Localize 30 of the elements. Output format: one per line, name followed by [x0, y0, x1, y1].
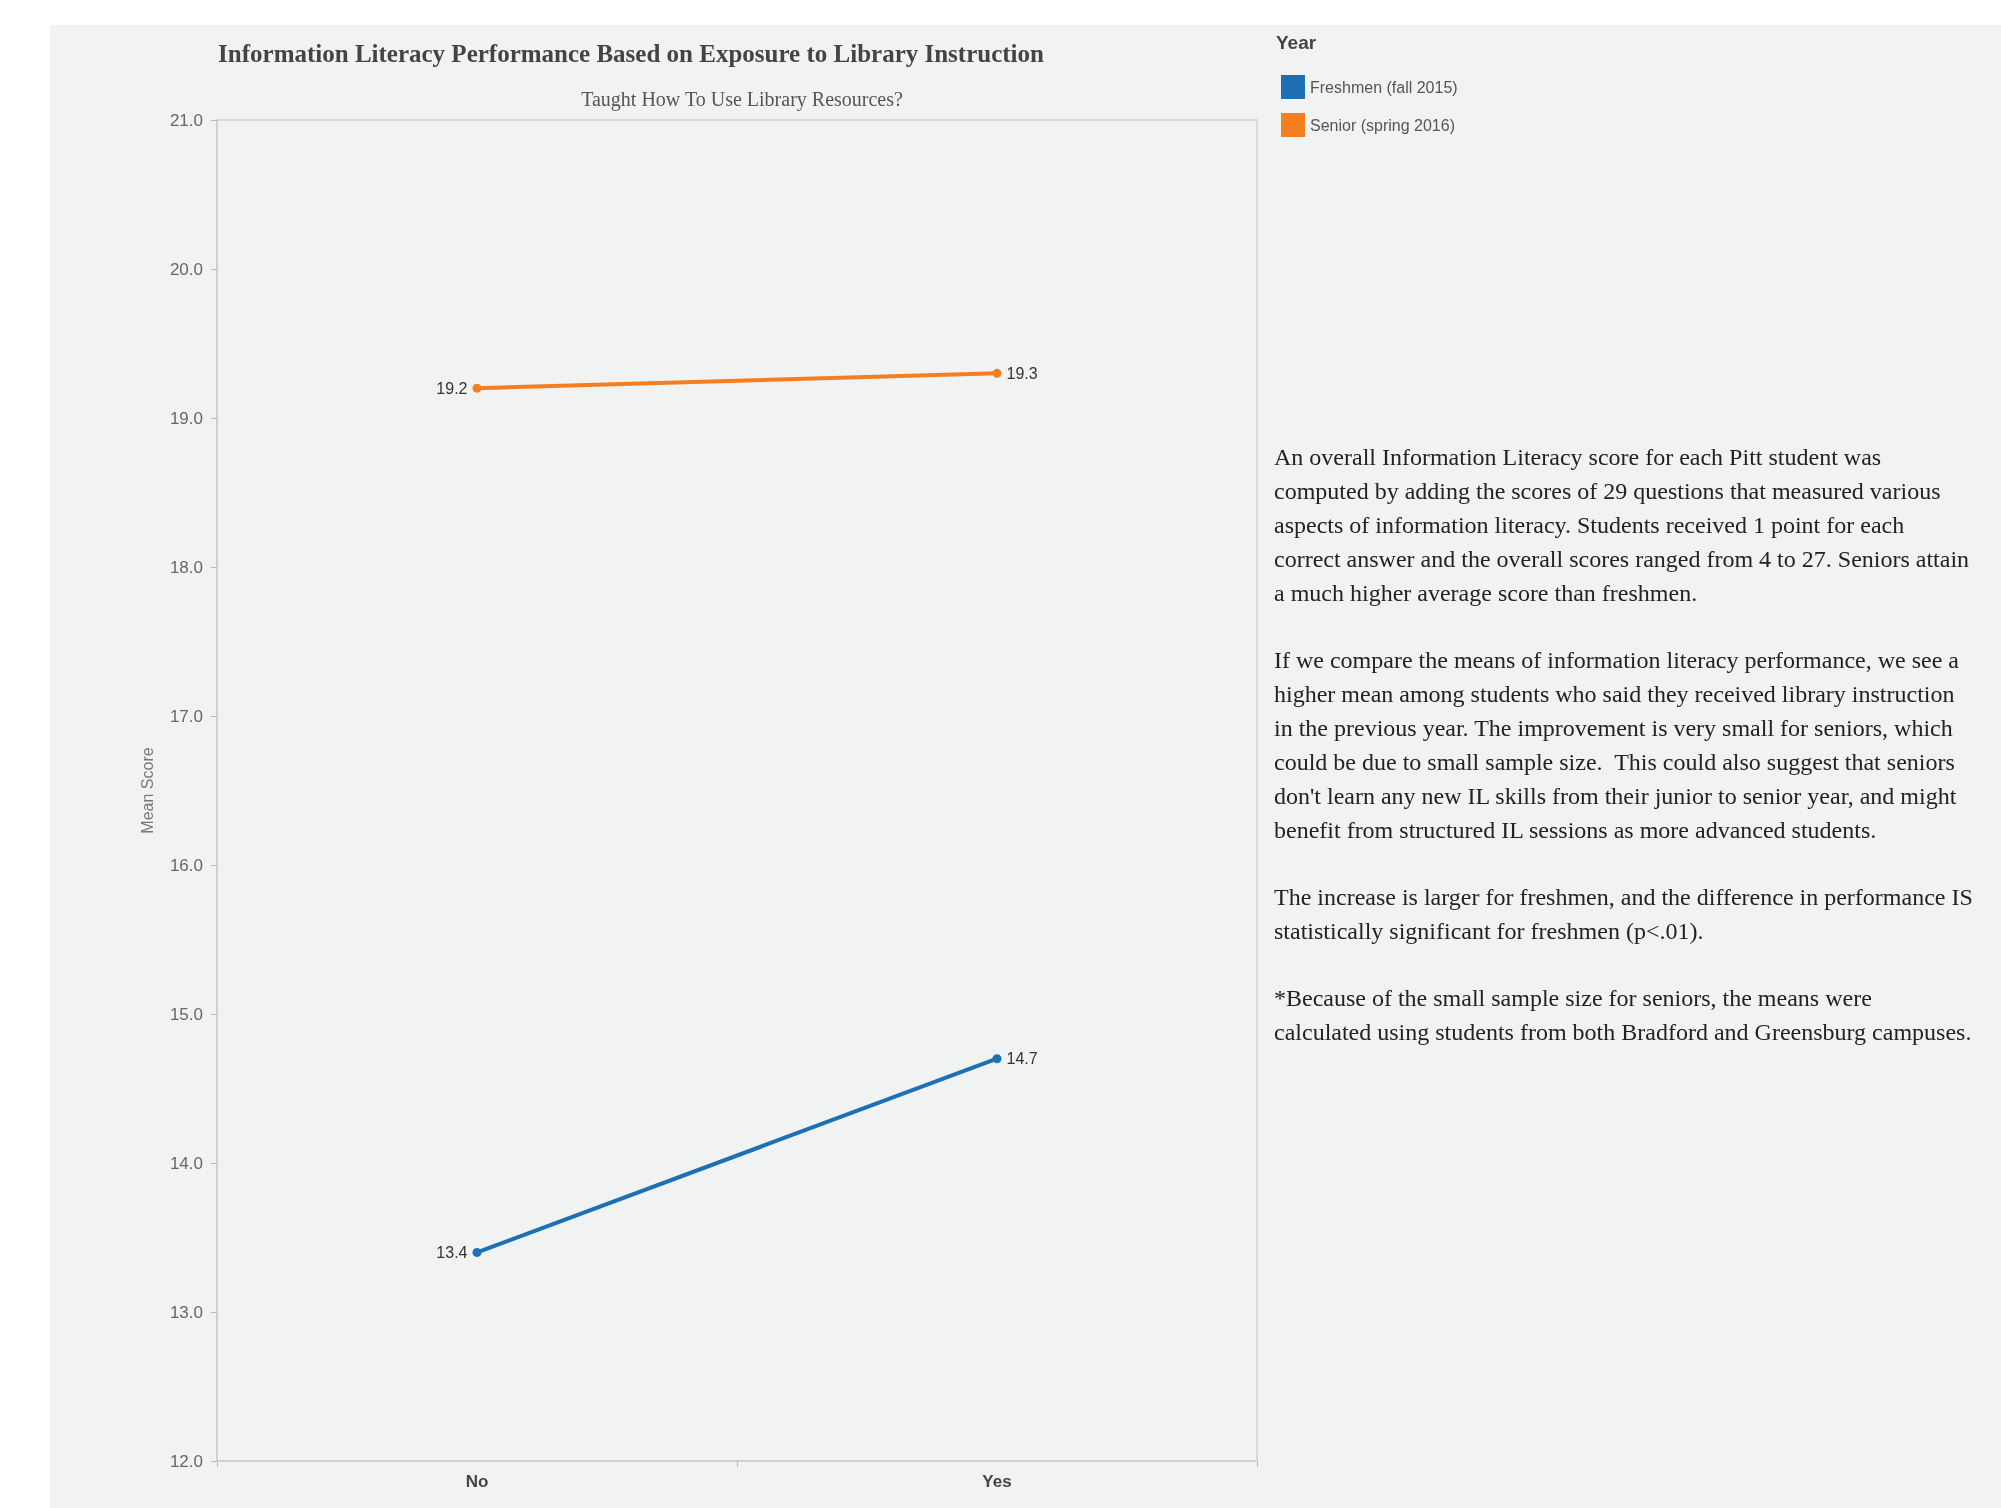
y-tick-label: 16.0 — [169, 855, 203, 875]
y-tick-label: 15.0 — [169, 1004, 203, 1024]
point — [992, 368, 1002, 378]
y-tick-label: 18.0 — [169, 557, 203, 577]
legend-title: Year — [1276, 32, 1317, 53]
y-tick-label: 13.0 — [169, 1302, 203, 1322]
data-label: 14.7 — [1006, 1050, 1038, 1068]
text: The increase is larger for freshmen, and the difference in performance IS statistically significant for freshmen (p<.01). — [1274, 883, 1974, 946]
data-label: 13.4 — [436, 1243, 468, 1261]
legend-label: Freshmen (fall 2015) — [1310, 78, 1458, 96]
y-tick-label: 21.0 — [169, 110, 203, 130]
point — [992, 1054, 1002, 1064]
text: An overall Information Literacy score for each Pitt student was computed by adding the scores of 29 questions that measured various aspects of information literacy. Students received 1 point for each correct answer and the overall scores ranged from 4 to 27. Seniors attain a much higher average score than freshmen. — [1274, 443, 1971, 608]
point — [472, 1247, 482, 1257]
y-tick-label: 14.0 — [169, 1153, 203, 1173]
y-axis-title: Mean Score — [138, 747, 156, 834]
y-tick-label: 17.0 — [169, 706, 203, 726]
point — [472, 383, 482, 393]
x-tick-label: Yes — [982, 1472, 1012, 1491]
text: If we compare the means of information literacy performance, we see a higher mean among students who said they received library instruction in the previous year. The improvement is very small for seniors, which could be due to small sample size. This could also suggest that seniors don't learn any new IL skills from their junior to senior year, and might benefit from structured IL sessions as more advanced students. — [1274, 646, 1960, 845]
data-label: 19.2 — [436, 379, 468, 397]
text: *Because of the small sample size for seniors, the means were calculated using students from both Bradford and Greensburg campuses. — [1274, 984, 1973, 1047]
x-tick-label: No — [465, 1472, 489, 1491]
chart-title: Information Literacy Performance Based on Exposure to Library Instruction — [218, 40, 1045, 67]
y-tick-label: 19.0 — [169, 408, 203, 428]
y-tick-label: 20.0 — [169, 259, 203, 279]
data-label: 19.3 — [1006, 364, 1038, 382]
legend-label: Senior (spring 2016) — [1310, 116, 1455, 134]
y-tick-label: 12.0 — [169, 1451, 203, 1471]
chart-subtitle: Taught How To Use Library Resources? — [581, 88, 903, 111]
